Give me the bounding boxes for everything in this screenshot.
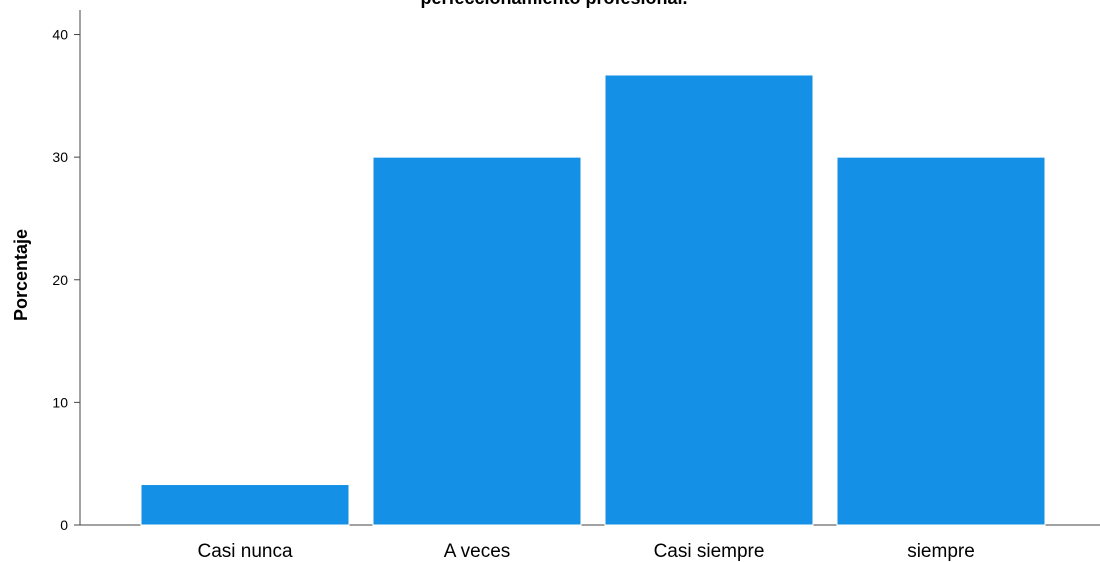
bar-siempre — [836, 156, 1046, 526]
y-tick-label: 20 — [52, 272, 68, 288]
x-tick-label: siempre — [907, 541, 975, 562]
y-tick-label: 40 — [52, 27, 68, 43]
y-axis-label: Porcentaje — [11, 229, 31, 321]
x-tick-label: Casi nunca — [197, 541, 292, 562]
bars — [140, 74, 1046, 526]
y-tick-label: 10 — [52, 394, 68, 410]
chart-title: perfeccionamiento profesional. — [420, 0, 687, 8]
bar-casi-siempre — [604, 74, 814, 526]
bar-a-veces — [372, 156, 582, 526]
x-tick-labels: Casi nunca A veces Casi siempre siempre — [197, 541, 974, 562]
x-tick-label: A veces — [444, 541, 511, 562]
bar-casi-nunca — [140, 484, 350, 526]
y-tick-label: 0 — [60, 517, 68, 533]
y-ticks: 0 10 20 30 40 — [52, 27, 80, 533]
x-tick-label: Casi siempre — [654, 541, 765, 562]
y-tick-label: 30 — [52, 149, 68, 165]
